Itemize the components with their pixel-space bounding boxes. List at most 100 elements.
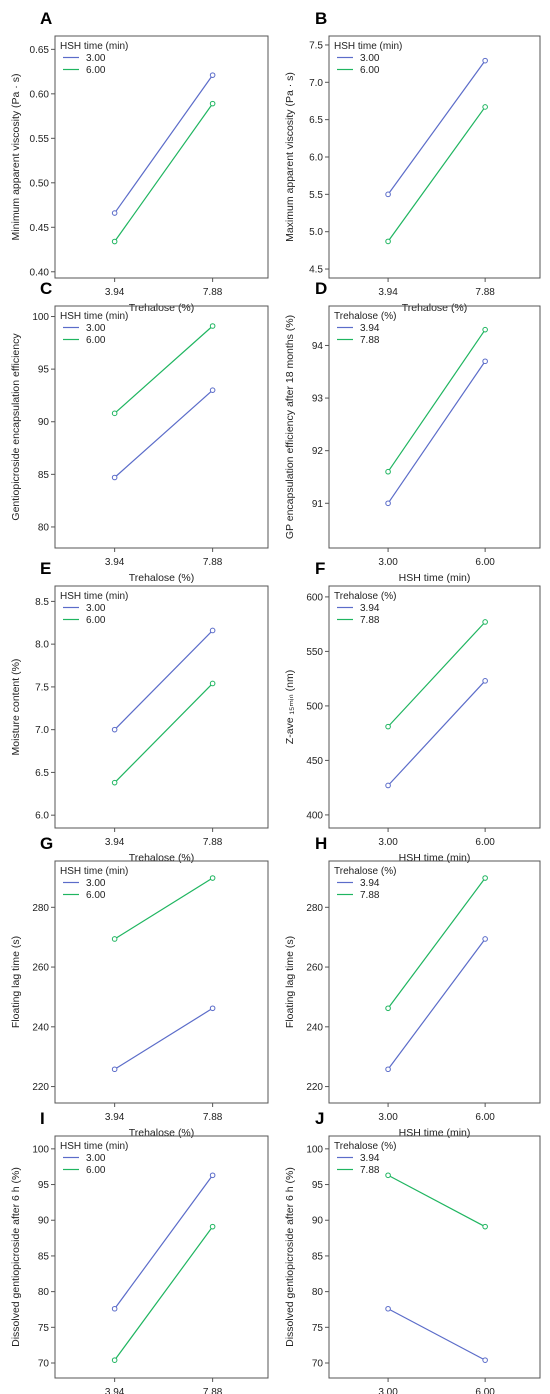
- series-line-6.00: [387, 106, 486, 242]
- y-tick-label: 8.0: [35, 640, 49, 651]
- data-point-3.00: [482, 57, 488, 64]
- x-axis-label: Trehalose (%): [129, 852, 195, 864]
- legend-label: 6.00: [86, 890, 106, 901]
- panel-letter: B: [315, 9, 327, 28]
- x-axis-label: Trehalose (%): [129, 1127, 195, 1139]
- y-tick-label: 95: [312, 1180, 324, 1191]
- data-point-7.88: [385, 468, 391, 475]
- y-tick-label: 5.5: [309, 190, 323, 201]
- legend-label: 3.94: [360, 603, 380, 614]
- chart-panel-c: C 80 85 90 95 100 3.94 7.88 Trehalose (%) Gentiop…: [10, 279, 269, 584]
- x-tick-label: 6.00: [475, 1387, 495, 1394]
- data-point-6.00: [111, 410, 118, 417]
- data-point-3.94: [385, 1066, 391, 1073]
- legend-label: 3.00: [86, 323, 106, 334]
- x-tick-label: 7.88: [475, 287, 495, 298]
- data-point-6.00: [385, 238, 391, 245]
- x-tick-label: 3.94: [105, 837, 125, 848]
- x-axis-label: Trehalose (%): [129, 302, 195, 314]
- y-tick-label: 6.5: [309, 115, 323, 126]
- panel-letter: F: [315, 559, 325, 578]
- y-tick-label: 7.0: [35, 725, 49, 736]
- data-point-3.00: [209, 387, 216, 393]
- y-tick-label: 400: [306, 810, 323, 821]
- y-axis-label: Maximum apparent viscosity (Pa · s): [284, 72, 296, 242]
- y-tick-label: 85: [38, 470, 50, 481]
- y-tick-label: 240: [306, 1022, 323, 1033]
- data-point-3.00: [209, 627, 216, 634]
- panel-letter: G: [40, 834, 53, 853]
- y-tick-label: 100: [306, 1144, 323, 1155]
- data-point-6.00: [209, 680, 216, 687]
- data-point-3.94: [482, 678, 488, 684]
- x-tick-label: 7.88: [203, 557, 223, 568]
- series-line-3.94: [387, 1308, 486, 1361]
- plot-frame: [54, 1135, 269, 1379]
- y-tick-label: 0.45: [30, 223, 50, 234]
- legend-label: 6.00: [86, 65, 106, 76]
- y-axis-label: Gentiopicroside encapsulation efficiency: [10, 333, 22, 521]
- data-point-3.00: [111, 1066, 118, 1073]
- data-point-3.00: [111, 1305, 118, 1312]
- y-tick-label: 0.50: [30, 178, 50, 189]
- y-tick-label: 240: [32, 1022, 49, 1033]
- chart-panel-f: F 400 450 500 550 600 3.00 6.00 HSH time (min) Z-…: [284, 559, 541, 864]
- data-point-7.88: [385, 723, 391, 730]
- data-point-6.00: [111, 238, 118, 245]
- y-tick-label: 94: [312, 341, 324, 352]
- chart-panel-h: H 220 240 260 280 3.00 6.00 HSH time (min) Float…: [284, 834, 541, 1139]
- legend-label: 3.00: [360, 53, 380, 64]
- panel-letter: H: [315, 834, 327, 853]
- legend-label: 3.94: [360, 1153, 380, 1164]
- series-line-6.00: [114, 103, 214, 242]
- y-tick-label: 92: [312, 446, 324, 457]
- data-point-3.00: [209, 1172, 216, 1179]
- series-line-3.00: [114, 1174, 214, 1310]
- series-line-3.00: [114, 389, 214, 478]
- chart-panel-e: E 6.0 6.5 7.0 7.5 8.0 8.5 3.94 7.88 Trehalose (%)…: [10, 559, 269, 864]
- plot-frame: [328, 305, 541, 549]
- legend-title: HSH time (min): [60, 866, 128, 877]
- plot-frame: [328, 1135, 541, 1379]
- x-axis-label: HSH time (min): [399, 852, 471, 864]
- y-axis-label: Minimum apparent viscosity (Pa · s): [10, 74, 22, 241]
- y-tick-label: 280: [32, 903, 49, 914]
- y-tick-label: 7.5: [35, 682, 49, 693]
- legend-label: 6.00: [86, 615, 106, 626]
- y-tick-label: 100: [32, 1144, 49, 1155]
- y-axis-label: Z-ave ₁₅ₘᵢₙ (nm): [284, 670, 296, 744]
- data-point-7.88: [385, 1172, 391, 1179]
- y-tick-label: 80: [38, 522, 50, 533]
- x-axis-label: Trehalose (%): [129, 572, 195, 584]
- legend-label: 6.00: [86, 1165, 106, 1176]
- legend-title: Trehalose (%): [334, 866, 396, 877]
- y-tick-label: 7.0: [309, 78, 323, 89]
- plot-frame: [54, 860, 269, 1104]
- series-line-3.94: [387, 680, 486, 786]
- y-tick-label: 260: [306, 963, 323, 974]
- legend-title: HSH time (min): [334, 41, 402, 52]
- x-tick-label: 3.94: [105, 287, 125, 298]
- panel-letter: E: [40, 559, 51, 578]
- y-tick-label: 280: [306, 903, 323, 914]
- data-point-7.88: [385, 1005, 391, 1012]
- legend-label: 3.00: [86, 878, 106, 889]
- series-line-3.00: [114, 630, 214, 731]
- y-tick-label: 220: [306, 1082, 323, 1093]
- panel-letter: C: [40, 279, 52, 298]
- plot-frame: [54, 305, 269, 549]
- x-tick-label: 3.94: [105, 1112, 125, 1123]
- x-tick-label: 6.00: [475, 557, 495, 568]
- y-tick-label: 95: [38, 365, 50, 376]
- data-point-6.00: [111, 779, 118, 786]
- legend-title: Trehalose (%): [334, 311, 396, 322]
- chart-panel-b: B 4.5 5.0 5.5 6.0 6.5 7.0 7.5 3.94 7.88 Trehalose …: [284, 9, 541, 314]
- legend-label: 6.00: [360, 65, 380, 76]
- chart-panel-j: J 70 75 80 85 90 95 100 3.00 6.00 HSH time (min) Di…: [284, 1109, 541, 1394]
- y-axis-label: Dissolved gentiopicroside after 6 h (%): [10, 1167, 22, 1347]
- series-line-3.00: [114, 1007, 213, 1070]
- y-tick-label: 0.40: [30, 267, 50, 278]
- plot-frame: [54, 585, 269, 829]
- y-tick-label: 6.0: [309, 153, 323, 164]
